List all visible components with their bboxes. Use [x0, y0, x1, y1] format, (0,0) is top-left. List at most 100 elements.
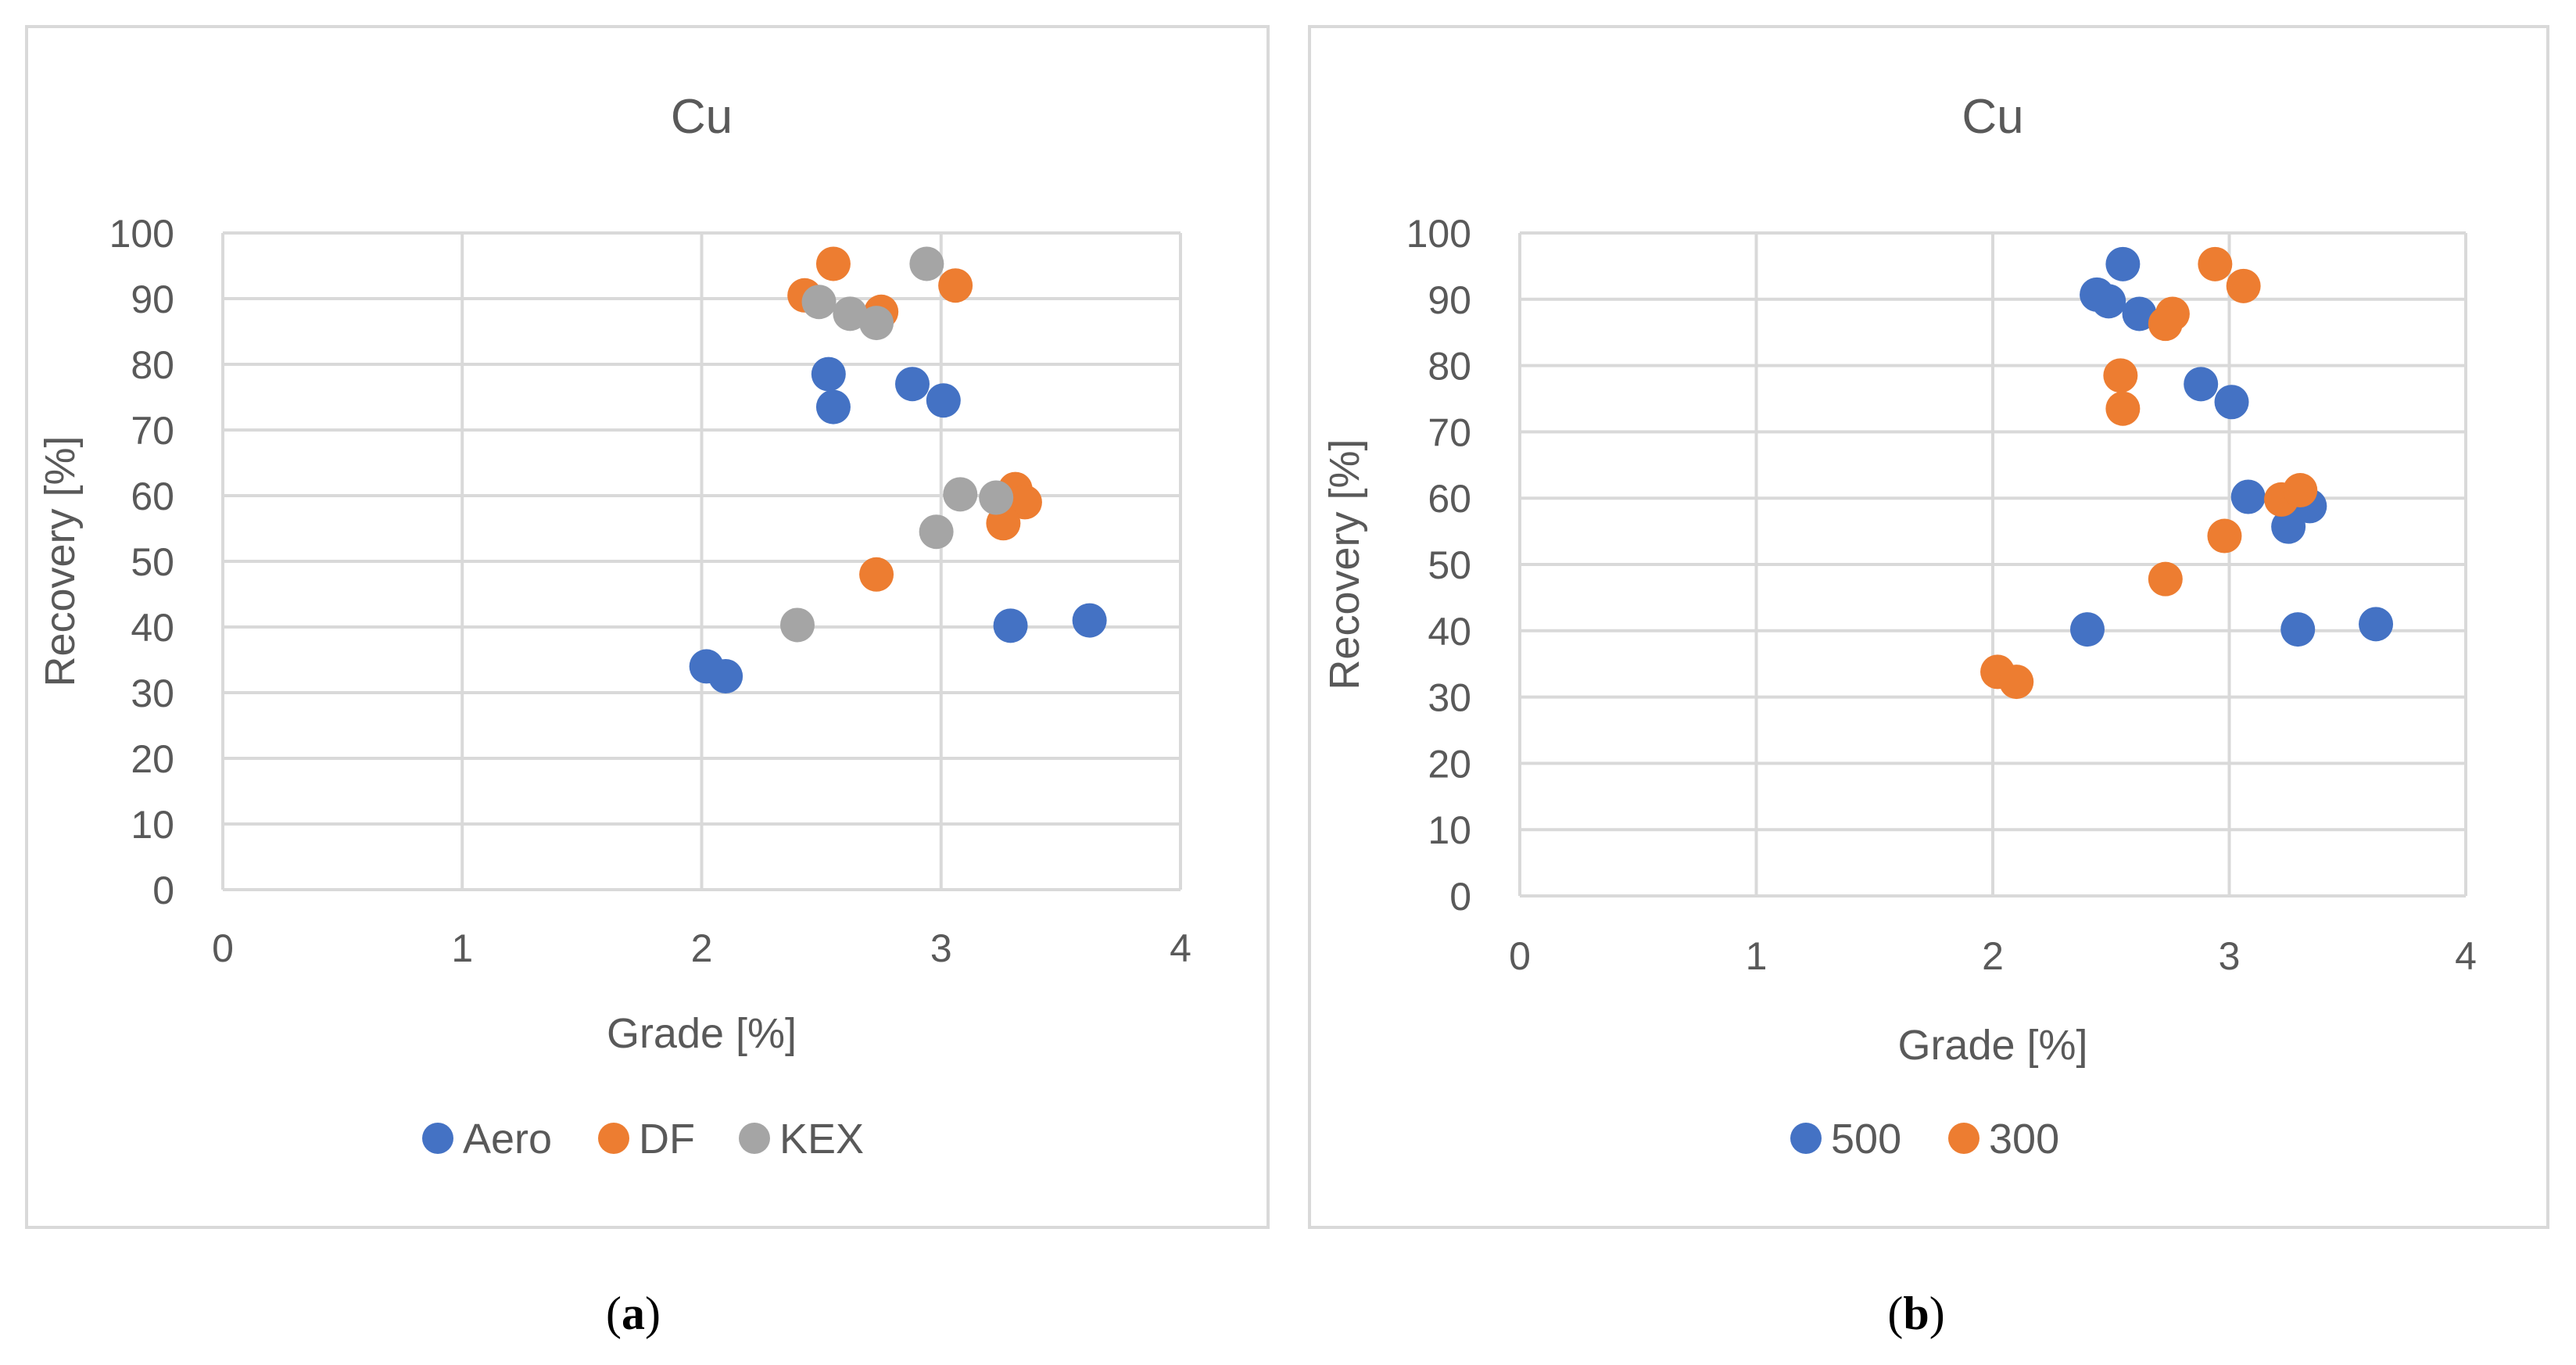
data-point	[2070, 612, 2105, 647]
data-point	[815, 246, 851, 281]
legend-marker-aero	[422, 1123, 453, 1154]
data-point	[2280, 612, 2316, 647]
data-point	[815, 389, 851, 425]
data-point	[859, 306, 894, 341]
data-point	[919, 514, 954, 550]
legend-marker-300	[1948, 1123, 1979, 1154]
data-point	[2105, 246, 2141, 281]
x-tick-label: 1	[451, 926, 473, 970]
y-tick-label: 30	[1428, 676, 1471, 720]
chart-panel-a: 0 10 20 30 40 50 60 70 80 90 100 0 1 2 3 4 Cu Grade [%] Re…	[25, 25, 1270, 1229]
legend-marker-500	[1790, 1123, 1822, 1154]
y-tick-label: 70	[1428, 410, 1471, 454]
y-tick-label: 10	[1428, 808, 1471, 852]
chart-title: Cu	[1962, 90, 2023, 144]
data-point	[926, 383, 961, 418]
data-point	[2207, 518, 2242, 554]
data-point	[2103, 358, 2138, 393]
series-df	[787, 246, 1042, 592]
data-point	[833, 296, 868, 331]
data-point	[2271, 509, 2306, 544]
data-point	[859, 557, 894, 592]
data-point	[2198, 246, 2233, 281]
x-tick-label: 0	[212, 926, 234, 970]
legend-label-kex: KEX	[779, 1116, 864, 1163]
data-point	[895, 367, 930, 402]
data-point	[801, 285, 837, 320]
data-point	[1007, 485, 1042, 520]
y-tick-label: 0	[152, 869, 174, 912]
y-tick-label: 40	[131, 606, 174, 650]
y-tick-label: 50	[131, 540, 174, 584]
series-kex	[780, 246, 1014, 643]
data-point	[938, 268, 973, 303]
data-point	[1072, 603, 1107, 638]
data-point	[708, 659, 743, 693]
y-tick-label: 80	[1428, 345, 1471, 389]
legend-label-500: 500	[1831, 1116, 1901, 1163]
series-500	[2070, 246, 2394, 647]
data-point	[2105, 391, 2141, 426]
series-aero	[689, 356, 1107, 693]
y-tick-label: 20	[1428, 742, 1471, 786]
y-tick-label: 100	[1406, 212, 1471, 256]
data-point	[2214, 385, 2249, 420]
x-tick-label: 0	[1509, 934, 1531, 978]
legend: 500 300	[1790, 1116, 2059, 1163]
series-300	[1980, 246, 2318, 700]
y-tick-label: 40	[1428, 610, 1471, 654]
data-point	[2184, 367, 2219, 402]
x-axis-title: Grade [%]	[607, 1010, 797, 1057]
y-tick-label: 60	[1428, 477, 1471, 521]
legend-marker-df	[598, 1123, 629, 1154]
x-tick-label: 2	[1982, 934, 2004, 978]
legend-label-df: DF	[639, 1116, 695, 1163]
data-point	[1999, 665, 2034, 700]
data-point	[2122, 296, 2157, 331]
data-point	[909, 246, 944, 281]
x-tick-label: 4	[1170, 926, 1191, 970]
y-axis-title: Recovery [%]	[37, 435, 84, 686]
data-point	[943, 477, 978, 512]
panel-label-b: (b)	[1887, 1288, 1944, 1339]
y-tick-label: 70	[131, 409, 174, 453]
legend: Aero DF KEX	[422, 1116, 864, 1163]
y-tick-label: 60	[131, 475, 174, 518]
y-tick-label: 100	[109, 212, 174, 256]
y-tick-label: 50	[1428, 543, 1471, 587]
y-axis-title: Recovery [%]	[1321, 439, 1368, 690]
legend-label-300: 300	[1989, 1116, 2059, 1163]
chart-panel-b: 0 10 20 30 40 50 60 70 80 90 100 0 1 2 3 4 Cu Grade [%] Re…	[1308, 25, 2549, 1229]
data-point	[2226, 268, 2261, 303]
data-point	[2091, 284, 2126, 319]
data-point	[811, 356, 846, 392]
y-tick-label: 80	[131, 343, 174, 387]
data-point	[993, 608, 1028, 643]
x-tick-label: 3	[2219, 934, 2241, 978]
y-tick-label: 0	[1449, 875, 1471, 919]
x-tick-label: 4	[2455, 934, 2477, 978]
data-point	[2148, 306, 2183, 342]
y-tick-label: 20	[131, 737, 174, 781]
x-tick-label: 1	[1746, 934, 1768, 978]
legend-label-aero: Aero	[463, 1116, 552, 1163]
x-axis-title: Grade [%]	[1897, 1022, 2087, 1069]
chart-frame	[1308, 25, 2549, 1229]
data-point	[979, 480, 1014, 515]
legend-marker-kex	[739, 1123, 770, 1154]
y-tick-label: 90	[1428, 278, 1471, 322]
chart-title: Cu	[671, 90, 733, 144]
data-point	[2148, 561, 2183, 597]
panel-label-a: (a)	[606, 1288, 661, 1339]
data-point	[780, 607, 815, 643]
data-point	[2230, 479, 2266, 514]
data-point	[2283, 473, 2318, 508]
y-tick-label: 10	[131, 803, 174, 847]
y-tick-label: 90	[131, 278, 174, 321]
y-tick-label: 30	[131, 672, 174, 715]
x-tick-label: 3	[930, 926, 952, 970]
data-point	[2359, 607, 2394, 642]
x-tick-label: 2	[691, 926, 713, 970]
gridlines	[1518, 231, 2467, 897]
